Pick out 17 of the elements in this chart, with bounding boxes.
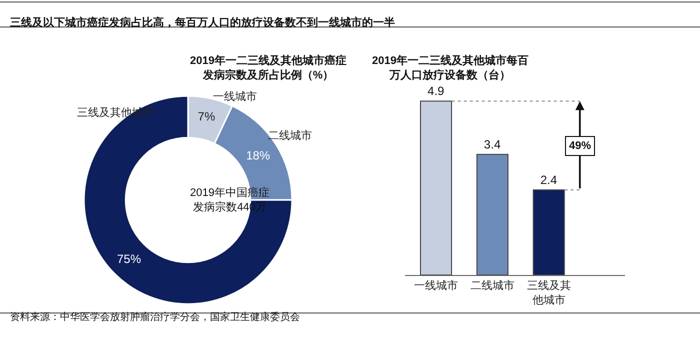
x-tick-label: 一线城市 xyxy=(414,279,458,292)
x-tick-label: 三线及其他城市 xyxy=(526,279,571,306)
slice-label: 二线城市 xyxy=(268,129,312,142)
data-label: 2.4 xyxy=(540,172,558,187)
annotation: 49% xyxy=(569,140,592,152)
x-tick-label: 二线城市 xyxy=(470,279,514,292)
data-label: 4.9 xyxy=(428,84,445,98)
text: 资料来源：中华医学会放射肿瘤治疗学分会，国家卫生健康委员会 xyxy=(10,311,300,323)
data-label: 3.4 xyxy=(484,137,501,152)
data-label: 75% xyxy=(116,252,142,266)
text: 三线及以下城市癌症发病占比高，每百万人口的放疗设备数不到一线城市的一半 xyxy=(10,16,395,29)
data-label: 18% xyxy=(246,148,270,162)
slice-label: 一线城市 xyxy=(213,90,257,103)
chart-title: 2019年一二三线及其他城市癌症发病宗数及所占比例（%） xyxy=(190,54,346,82)
chart-title: 2019年一二三线及其他城市每百万人口放疗设备数（台） xyxy=(372,54,528,82)
data-label: 7% xyxy=(198,110,216,124)
slice-label: 三线及其他城市 xyxy=(77,106,154,119)
